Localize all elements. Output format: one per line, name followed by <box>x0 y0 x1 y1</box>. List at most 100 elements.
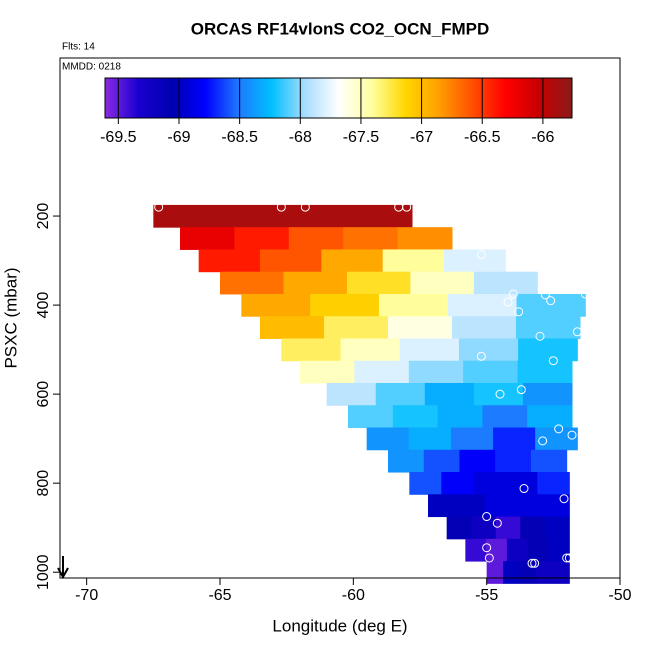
colorbar-tick-label: -68 <box>289 129 312 146</box>
subtitle: Flts: 14 <box>62 42 95 53</box>
colorbar-tick-label: -67 <box>410 129 433 146</box>
x-axis-label: Longitude (deg E) <box>272 616 407 635</box>
point <box>562 553 572 563</box>
cell <box>382 249 445 273</box>
cell <box>520 516 546 540</box>
cell <box>375 383 426 406</box>
point <box>492 518 502 528</box>
point <box>540 290 550 300</box>
cell <box>234 227 290 250</box>
cell <box>544 516 570 540</box>
cell <box>260 249 322 273</box>
cell <box>486 538 508 562</box>
point <box>495 389 505 399</box>
cell <box>392 405 439 429</box>
cell <box>324 316 389 339</box>
cell <box>378 293 449 317</box>
point <box>559 494 569 504</box>
arrow-head <box>57 567 69 580</box>
point <box>554 424 564 434</box>
cell <box>300 360 355 384</box>
cell <box>486 561 504 584</box>
cell <box>530 449 568 473</box>
cell <box>256 204 310 228</box>
cell <box>437 405 483 429</box>
cell <box>310 293 380 317</box>
cell <box>450 427 494 451</box>
cell <box>340 338 401 362</box>
cell <box>482 405 528 429</box>
cell <box>326 383 377 406</box>
cell <box>399 338 460 362</box>
plot-frame <box>59 57 621 579</box>
cell <box>495 449 532 473</box>
cell <box>408 427 452 451</box>
point <box>580 289 590 299</box>
point <box>402 202 412 212</box>
cell <box>518 338 578 362</box>
cell <box>409 472 442 495</box>
point <box>538 436 548 446</box>
x-tick-label: -55 <box>475 587 498 604</box>
cell <box>506 538 529 562</box>
cell <box>360 204 413 228</box>
cell <box>516 316 581 339</box>
cell <box>456 494 486 518</box>
point <box>548 356 558 366</box>
cell <box>473 271 538 295</box>
cell <box>522 383 573 406</box>
cell <box>424 383 475 406</box>
cell <box>503 561 521 584</box>
cell <box>308 204 361 228</box>
cell <box>548 538 570 562</box>
cell <box>283 271 348 295</box>
point <box>546 296 556 306</box>
cell <box>241 293 311 317</box>
cell <box>260 316 325 339</box>
colorbar-tick-label: -66 <box>531 129 554 146</box>
colorbar-tick-label: -69.5 <box>100 129 137 146</box>
x-tick-label: -60 <box>342 587 365 604</box>
colorbar <box>104 77 573 119</box>
y-tick-label: 800 <box>35 470 52 497</box>
point <box>276 202 286 212</box>
y-axis-label: PSXC (mbar) <box>1 267 20 368</box>
cell <box>517 360 573 384</box>
cell <box>205 204 258 228</box>
colorbar-tick-label: -69 <box>167 129 190 146</box>
cell <box>388 316 453 339</box>
point <box>503 297 513 307</box>
point <box>482 512 492 522</box>
cell <box>535 427 578 451</box>
cell <box>484 494 514 518</box>
cell <box>288 227 344 250</box>
point <box>567 430 577 440</box>
cell <box>471 516 497 540</box>
point <box>514 307 524 317</box>
cell <box>459 449 496 473</box>
cell <box>473 383 524 406</box>
x-tick-label: -65 <box>208 587 231 604</box>
point <box>508 289 518 299</box>
cell <box>463 360 519 384</box>
cell <box>354 360 410 384</box>
colorbar-tick-label: -68.5 <box>221 129 258 146</box>
cell <box>441 472 474 495</box>
cell <box>446 516 472 540</box>
point <box>476 351 486 361</box>
cell <box>198 249 261 273</box>
cell <box>512 494 542 518</box>
cell <box>493 427 536 451</box>
point <box>516 385 526 395</box>
point <box>482 543 492 553</box>
y-tick-label: 400 <box>35 292 52 319</box>
cell <box>527 405 573 429</box>
point <box>535 331 545 341</box>
annotation: MMDD: 0218 <box>62 62 121 73</box>
cell <box>537 472 570 495</box>
cell <box>473 472 506 495</box>
cells <box>153 204 586 584</box>
cell <box>495 516 521 540</box>
point <box>154 202 164 212</box>
